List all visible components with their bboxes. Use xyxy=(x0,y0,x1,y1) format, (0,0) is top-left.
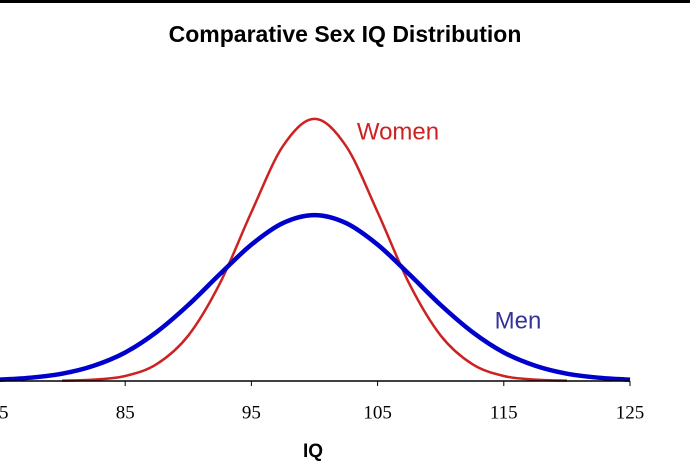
x-tick-label: 105 xyxy=(363,402,392,423)
series-label: Men xyxy=(495,307,542,334)
x-tick-label: 95 xyxy=(242,402,261,423)
series-line xyxy=(62,117,567,382)
x-tick-label: 125 xyxy=(616,402,645,423)
x-tick-label: 85 xyxy=(116,402,135,423)
x-tick-label: 115 xyxy=(490,402,518,423)
x-tick-label: 75 xyxy=(0,402,9,423)
chart-title: Comparative Sex IQ Distribution xyxy=(169,21,522,47)
x-axis-label: IQ xyxy=(303,441,323,462)
top-border xyxy=(0,0,690,3)
series-label: Women xyxy=(357,118,439,145)
series-line xyxy=(0,212,631,382)
